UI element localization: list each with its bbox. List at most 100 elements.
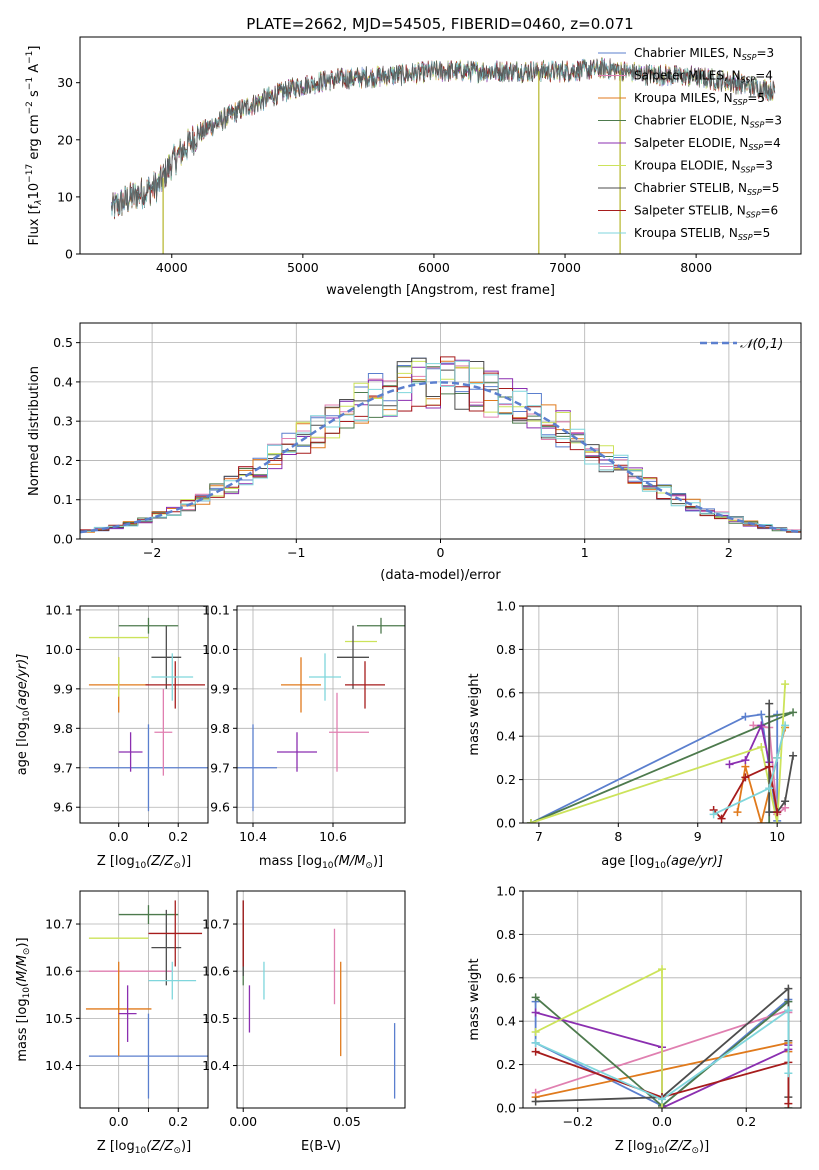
label-part: 10 (22, 710, 32, 722)
grid-mass_vs_ebv (237, 891, 405, 1108)
y-tick-label: 9.6 (53, 800, 73, 815)
label-part: =6 (760, 204, 778, 218)
label-part: SSP (746, 211, 761, 220)
y-tick-label: 10 (57, 189, 73, 204)
plot-area-spectrum (111, 57, 776, 254)
label-part: age [log (601, 854, 654, 869)
grid-age_vs_mass (237, 606, 405, 823)
label-part: )] (181, 1139, 191, 1154)
x-tick-label: 0.0 (652, 1114, 672, 1129)
y-tick-label: 9.8 (210, 721, 230, 736)
label-part: Z [log (97, 854, 135, 869)
label-part: )] (15, 937, 30, 947)
label-part: Kroupa MILES, N (634, 91, 733, 105)
label-part: Chabrier ELODIE, N (634, 114, 750, 128)
label-part: 10 (653, 1146, 665, 1156)
panel-spectrum: 4000 5000 6000 7000 8000 0 10 20 30 Chabrier MILE… (25, 36, 802, 298)
label-part: 10 (135, 861, 147, 871)
y-tick-label: 0.3 (53, 414, 73, 429)
legend-entry: 𝒩(0,1) (740, 337, 783, 352)
x-tick-label: 10.4 (239, 829, 267, 844)
weight-marker (526, 819, 535, 823)
legend-entry: Salpeter ELODIE, NSSP=4 (634, 136, 781, 152)
panel-weight_vs_Z: −0.2 0.0 0.2 0.0 0.2 0.4 0.6 0.8 1.0 Z [log10(Z/Z… (467, 884, 802, 1156)
weight-marker (789, 751, 798, 760)
label-part: =3 (755, 159, 773, 173)
y-tick-label: 10.0 (202, 642, 230, 657)
weight-marker (531, 993, 540, 1002)
y-tick-label: 0.0 (53, 532, 73, 547)
x-tick-label: 0.05 (333, 1114, 361, 1129)
figure-title: PLATE=2662, MJD=54505, FIBERID=0460, z=0… (246, 15, 633, 33)
label-part: s (27, 90, 42, 101)
label-part: (age/yr)] (15, 654, 30, 711)
y-tick-label: 0.4 (496, 729, 516, 744)
x-tick-label: 10 (769, 829, 785, 844)
x-tick-label: 4000 (156, 260, 188, 275)
label-part: ⊙ (22, 948, 32, 956)
label-part: −17 (25, 164, 35, 183)
y-tick-label: 9.6 (210, 800, 230, 815)
weight-marker (733, 808, 742, 817)
label-part: mass [log (259, 854, 322, 869)
x-tick-label: 7 (535, 829, 543, 844)
legend-entry: Kroupa ELODIE, NSSP=3 (634, 159, 773, 175)
label-part: Kroupa ELODIE, N (634, 159, 741, 173)
y-tick-label: 0.5 (53, 335, 73, 350)
panel-mass_vs_Z: 0.0 0.210.410.510.610.7Z [log10(Z/Z⊙)]mas… (15, 890, 209, 1156)
label-part: SSP (750, 121, 765, 130)
axes-frame (236, 890, 406, 1109)
label-part: SSP (741, 76, 756, 85)
label-part: age [log (15, 722, 30, 775)
x-tick-label: 2 (725, 545, 733, 560)
y-axis-label: Normed distribution (27, 366, 42, 496)
x-tick-label: −2 (143, 545, 161, 560)
weight-marker (781, 680, 790, 689)
y-tick-label: 9.9 (210, 681, 230, 696)
x-axis-label: (data-model)/error (380, 568, 501, 583)
x-axis-label: age [log10(age/yr)] (601, 854, 723, 871)
label-part: (Z/Z (146, 1139, 174, 1154)
x-axis-label: wavelength [Angstrom, rest frame] (326, 283, 555, 298)
label-part: −1 (25, 51, 35, 64)
y-tick-label: 0 (65, 247, 73, 262)
label-part: Chabrier STELIB, N (634, 181, 747, 195)
plot-area-residuals (80, 356, 801, 534)
legend-entry: Chabrier MILES, NSSP=3 (634, 46, 774, 62)
label-part: =3 (764, 114, 782, 128)
legend-entry: Salpeter MILES, NSSP=4 (634, 69, 773, 85)
axes-frame (79, 890, 209, 1109)
axes-frame (522, 605, 802, 824)
label-part: Z [log (97, 1139, 135, 1154)
weight-marker (531, 1038, 540, 1047)
x-tick-label: 6000 (418, 260, 450, 275)
weight-marker (741, 712, 750, 721)
y-tick-label: 0.2 (496, 1057, 516, 1072)
x-tick-label: −0.2 (563, 1114, 593, 1129)
weight-marker (749, 721, 758, 730)
weight-series-line (713, 725, 786, 816)
label-part: SSP (748, 143, 763, 152)
label-part: =5 (753, 226, 771, 240)
axes-frame (79, 36, 802, 255)
label-part: )] (373, 854, 383, 869)
weight-marker (757, 743, 766, 752)
x-axis-label: Z [log10(Z/Z⊙)] (97, 854, 191, 871)
y-tick-label: 10.5 (202, 1011, 230, 1026)
label-part: (Z/Z (146, 854, 174, 869)
weight-series-line (535, 1008, 790, 1101)
y-tick-label: 9.7 (210, 760, 230, 775)
y-tick-label: 10.6 (45, 964, 73, 979)
label-part: ⊙ (691, 1146, 699, 1156)
x-axis-label: Z [log10(Z/Z⊙)] (97, 1139, 191, 1156)
legend-entry: Salpeter STELIB, NSSP=6 (634, 204, 778, 220)
label-part: (M/M (334, 854, 366, 869)
x-tick-label: 10.6 (319, 829, 347, 844)
weight-marker (765, 699, 774, 708)
y-tick-label: 0.8 (496, 642, 516, 657)
label-part: ⊙ (365, 861, 373, 871)
weight-marker (784, 1069, 793, 1078)
y-axis-label: mass weight (467, 958, 482, 1040)
x-tick-label: 0.2 (736, 1114, 756, 1129)
